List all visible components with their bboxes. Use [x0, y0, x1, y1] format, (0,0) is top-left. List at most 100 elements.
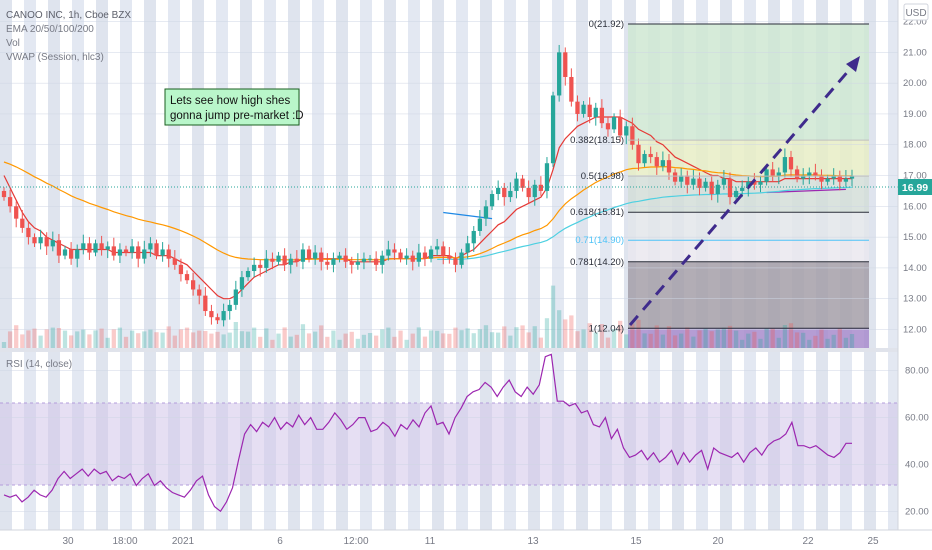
projection-arrow[interactable]: [628, 56, 860, 326]
candle-body: [733, 190, 739, 198]
session-stripe: [504, 0, 516, 530]
candle-body: [7, 197, 13, 207]
volume-bar: [68, 335, 74, 348]
volume-bar: [837, 328, 842, 348]
vwap-segment: [766, 188, 846, 194]
candle-body: [349, 261, 354, 265]
rsi-title[interactable]: RSI (14, close): [6, 359, 72, 370]
volume-bar: [361, 334, 367, 348]
volume-bar: [624, 334, 629, 348]
candle-body: [587, 104, 592, 118]
symbol-title[interactable]: CANOO INC, 1h, Cboe BZX: [6, 10, 131, 21]
time-tick-label: 12:00: [343, 536, 368, 547]
candle-body: [319, 252, 324, 262]
volume-bar: [843, 337, 849, 348]
rsi-tick-label: 80.00: [905, 366, 929, 377]
volume-bar: [32, 328, 37, 348]
fib-zone: [628, 240, 869, 262]
volume-bar: [514, 327, 519, 348]
candle-body: [758, 181, 763, 185]
session-stripe: [312, 0, 324, 530]
time-tick-label: 2021: [172, 536, 195, 547]
volume-bar: [123, 336, 129, 348]
candle-body: [709, 181, 714, 195]
note-line-1: Lets see how high shes: [170, 95, 290, 107]
volume-bar: [642, 333, 647, 348]
indicator-vwap[interactable]: VWAP (Session, hlc3): [6, 52, 104, 63]
candle-body: [245, 271, 251, 278]
volume-bar: [367, 333, 373, 348]
volume-bar: [666, 326, 672, 348]
volume-bar: [160, 332, 165, 348]
volume-bar: [727, 325, 733, 348]
session-stripe: [600, 0, 612, 530]
currency-badge[interactable]: [903, 3, 929, 21]
volume-bar: [129, 330, 135, 348]
indicator-vol[interactable]: Vol: [6, 38, 20, 49]
candle-body: [837, 175, 842, 182]
session-stripe: [192, 0, 204, 530]
time-tick-label: 25: [867, 536, 879, 547]
volume-bar: [428, 330, 434, 348]
candle-body: [264, 258, 269, 268]
candle-body: [1, 190, 7, 198]
volume-bar: [313, 331, 318, 348]
volume-bar: [721, 327, 727, 348]
volume-bar: [489, 332, 495, 348]
volume-bar: [81, 329, 86, 348]
volume-bar: [636, 319, 641, 348]
volume-bar: [654, 325, 659, 348]
volume-bar: [319, 325, 324, 348]
volume-bar: [245, 331, 251, 348]
volume-bar: [404, 339, 409, 348]
volume-bar: [575, 331, 580, 348]
volume-bar: [807, 339, 812, 348]
candle-body: [465, 243, 470, 253]
candle-body: [618, 117, 623, 136]
volume-bar: [38, 335, 43, 348]
candle-body: [801, 175, 806, 179]
candle-body: [703, 181, 708, 188]
candle-body: [142, 249, 147, 259]
candle-body: [544, 163, 550, 191]
candle-body: [630, 126, 635, 145]
session-stripe: [168, 0, 180, 530]
volume-bar: [526, 332, 531, 348]
candle-body: [581, 104, 586, 114]
volume-bar: [825, 338, 830, 348]
candle-body: [367, 258, 373, 260]
time-axis-labels: 30 18:00 2021 6 12:00 11 13 15 20 22 25: [62, 536, 879, 547]
volume-bar: [282, 327, 287, 348]
candle-body: [752, 181, 757, 185]
volume-bar: [557, 310, 562, 348]
volume-bar: [172, 335, 177, 348]
session-stripe: [144, 0, 156, 530]
pane-separator[interactable]: [0, 348, 932, 352]
volume-bar: [349, 331, 354, 348]
rsi-band: [0, 403, 898, 485]
candle-body: [624, 126, 629, 136]
time-axis[interactable]: [0, 530, 932, 550]
indicator-ema[interactable]: EMA 20/50/100/200: [6, 24, 94, 35]
candle-body: [313, 252, 318, 259]
volume-bar: [422, 336, 428, 348]
volume-bar: [325, 336, 330, 348]
candle-body: [849, 175, 855, 179]
candle-body: [404, 255, 409, 259]
candle-body: [129, 246, 135, 253]
volume-bar: [685, 327, 690, 348]
text-note[interactable]: Lets see how high shes gonna jump pre-ma…: [164, 88, 304, 126]
candle-body: [520, 178, 525, 188]
volume-bar: [264, 328, 269, 348]
volume-bar: [831, 334, 836, 348]
volume-bar: [550, 285, 556, 348]
fib-level-label: 0(21.92): [589, 19, 624, 30]
candle-body: [184, 274, 190, 281]
volume-bar: [520, 325, 525, 348]
candle-body: [746, 181, 751, 188]
price-axis[interactable]: [898, 0, 932, 530]
price-tick-label: 22.00: [903, 17, 927, 28]
candle-body: [770, 169, 775, 176]
